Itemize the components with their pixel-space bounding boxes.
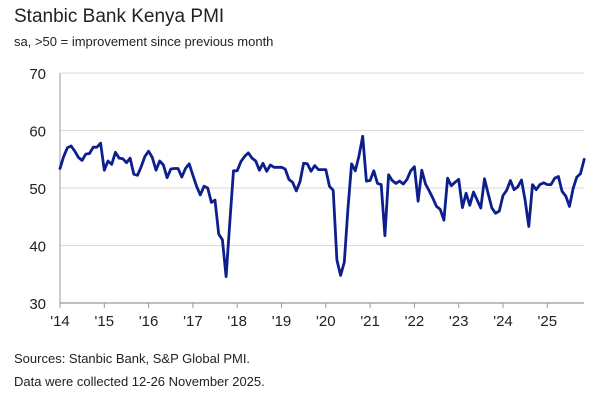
x-tick-label: '14 [50, 313, 70, 330]
x-tick-label: '21 [360, 313, 380, 330]
collection-note: Data were collected 12-26 November 2025. [14, 374, 265, 389]
x-tick-label: '17 [183, 313, 203, 330]
x-tick-label: '19 [272, 313, 292, 330]
y-tick-label: 60 [29, 124, 46, 141]
x-tick-label: '20 [316, 313, 336, 330]
pmi-series-line [58, 134, 586, 279]
sources-note: Sources: Stanbic Bank, S&P Global PMI. [14, 351, 251, 366]
y-tick-label: 40 [29, 239, 46, 256]
x-tick-label: '16 [139, 313, 159, 330]
y-tick-label: 70 [29, 66, 46, 83]
x-tick-label: '24 [493, 313, 513, 330]
chart-subtitle: sa, >50 = improvement since previous mon… [14, 34, 274, 49]
chart-title: Stanbic Bank Kenya PMI [14, 6, 225, 27]
x-tick-label: '22 [405, 313, 425, 330]
x-tick-label: '23 [449, 313, 469, 330]
y-tick-label: 30 [29, 296, 46, 313]
x-tick-label: '18 [227, 313, 247, 330]
y-tick-label: 50 [29, 181, 46, 198]
x-tick-label: '25 [538, 313, 558, 330]
x-tick-label: '15 [95, 313, 115, 330]
